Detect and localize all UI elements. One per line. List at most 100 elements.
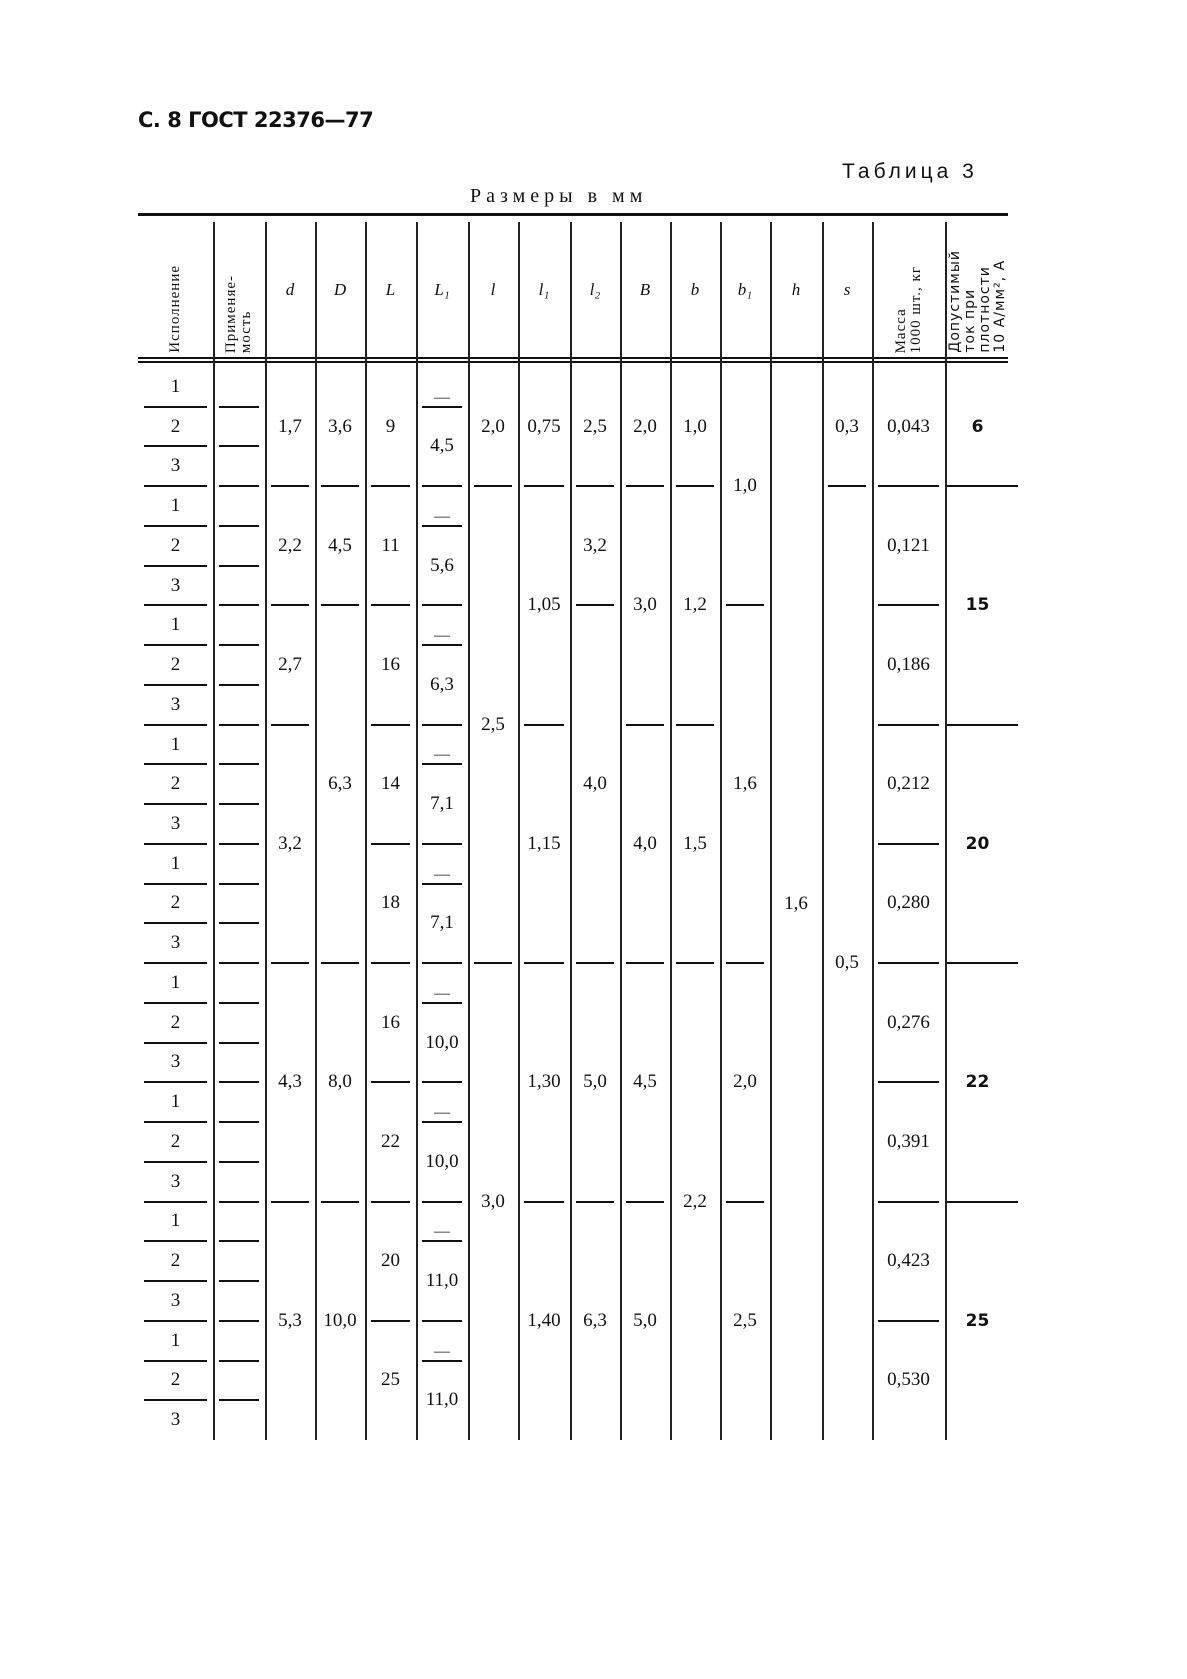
primenyaemost-cell	[213, 367, 265, 408]
ispolnenie-cell: 2	[138, 1241, 213, 1282]
cell-L1: 10,0	[416, 1003, 468, 1084]
column-divider	[822, 222, 824, 1440]
ispolnenie-cell: 1	[138, 486, 213, 527]
cell-h: 1,6	[784, 892, 808, 914]
cell-current: 20	[945, 725, 1018, 965]
cell-l1: 1,05	[518, 486, 570, 727]
column-divider	[570, 222, 572, 1440]
column-header: Допустимый ток при плотности 10 А/мм², А	[945, 222, 1010, 357]
primenyaemost-cell	[213, 1043, 265, 1084]
cell-d: 1,7	[265, 367, 315, 488]
ispolnenie-cell: 1	[138, 367, 213, 408]
primenyaemost-cell	[213, 1400, 265, 1440]
cell-mass: 0,043	[872, 367, 945, 488]
cell-b: 1,0	[670, 367, 720, 488]
column-header-label: Масса 1000 шт., кг	[892, 265, 924, 353]
primenyaemost-cell	[213, 685, 265, 726]
column-divider	[872, 222, 874, 1440]
ispolnenie-cell: 2	[138, 884, 213, 925]
ispolnenie-cell: 1	[138, 1321, 213, 1362]
column-header: L	[365, 222, 416, 357]
ispolnenie-cell: 2	[138, 1122, 213, 1163]
primenyaemost-cell	[213, 1241, 265, 1282]
column-header: D	[315, 222, 365, 357]
cell-L1: —	[416, 367, 468, 408]
column-divider	[315, 222, 317, 1440]
column-divider	[213, 222, 215, 1440]
column-divider	[945, 222, 947, 1440]
table-number: Таблица 3	[842, 160, 978, 183]
column-divider	[670, 222, 672, 1440]
cell-mass: 0,423	[872, 1202, 945, 1322]
column-header: h	[770, 222, 822, 357]
cell-D: 10,0	[323, 1309, 357, 1331]
cell-B: 2,0	[620, 367, 670, 488]
primenyaemost-cell	[213, 764, 265, 805]
cell-d: 2,7	[265, 605, 315, 726]
ispolnenie-cell: 1	[138, 605, 213, 646]
ispolnenie-cell: 3	[138, 1281, 213, 1322]
cell-L1: —	[416, 844, 468, 885]
column-divider	[720, 222, 722, 1440]
column-divider	[620, 222, 622, 1440]
cell-B: 4,0	[620, 725, 670, 965]
column-header: Масса 1000 шт., кг	[872, 222, 945, 357]
cell-mass: 0,212	[872, 725, 945, 846]
ispolnenie-cell: 1	[138, 844, 213, 885]
cell-L1: —	[416, 486, 468, 527]
primenyaemost-cell	[213, 923, 265, 964]
cell-mass: 0,530	[887, 1369, 930, 1391]
cell-L: 22	[365, 1082, 416, 1203]
cell-d: 3,2	[265, 725, 315, 965]
primenyaemost-cell	[213, 1361, 265, 1401]
cell-L1: —	[416, 1082, 468, 1123]
cell-L1: —	[416, 605, 468, 646]
cell-l2: 4,0	[570, 605, 620, 964]
cell-mass: 0,276	[872, 963, 945, 1084]
primenyaemost-cell	[213, 486, 265, 527]
cell-mass: 0,121	[872, 486, 945, 607]
ispolnenie-cell: 3	[138, 566, 213, 607]
primenyaemost-cell	[213, 963, 265, 1004]
primenyaemost-cell	[213, 1281, 265, 1322]
cell-L: 25	[381, 1369, 400, 1391]
ispolnenie-cell: 2	[138, 1361, 213, 1401]
column-header-label: Допустимый ток при плотности 10 А/мм², А	[946, 250, 1008, 353]
column-header-label: l	[490, 279, 496, 299]
cell-l: 3,0	[481, 1190, 505, 1212]
primenyaemost-cell	[213, 1003, 265, 1044]
cell-s: 0,3	[822, 367, 872, 488]
cell-D: 6,3	[315, 605, 365, 964]
ispolnenie-cell: 3	[138, 923, 213, 964]
column-header-label: D	[333, 279, 347, 299]
header-rule-2	[138, 361, 1008, 363]
column-header: l	[468, 222, 518, 357]
cell-l1: 1,40	[527, 1309, 561, 1331]
column-divider	[365, 222, 367, 1440]
column-header: d	[265, 222, 315, 357]
column-header-label: L	[385, 279, 396, 299]
cell-L1: 7,1	[416, 764, 468, 846]
cell-s: 0,5	[835, 952, 859, 974]
cell-b1: 1,6	[720, 605, 770, 964]
cell-B: 4,5	[620, 963, 670, 1203]
primenyaemost-cell	[213, 526, 265, 567]
ispolnenie-cell: 2	[138, 1003, 213, 1044]
cell-b: 1,2	[670, 486, 720, 727]
ispolnenie-cell: 2	[138, 764, 213, 805]
ispolnenie-cell: 3	[138, 446, 213, 487]
column-divider	[518, 222, 520, 1440]
primenyaemost-cell	[213, 605, 265, 646]
cell-L: 16	[365, 963, 416, 1084]
ispolnenie-cell: 1	[138, 1082, 213, 1123]
primenyaemost-cell	[213, 645, 265, 686]
column-header-label: Исполнение	[167, 265, 183, 353]
cell-l2: 2,5	[570, 367, 620, 488]
cell-L: 14	[365, 725, 416, 846]
primenyaemost-cell	[213, 1122, 265, 1163]
cell-current: 15	[945, 486, 1018, 727]
cell-L1: 5,6	[416, 526, 468, 607]
cell-L1: 4,5	[416, 407, 468, 488]
cell-mass: 0,186	[872, 605, 945, 726]
cell-L: 16	[365, 605, 416, 726]
